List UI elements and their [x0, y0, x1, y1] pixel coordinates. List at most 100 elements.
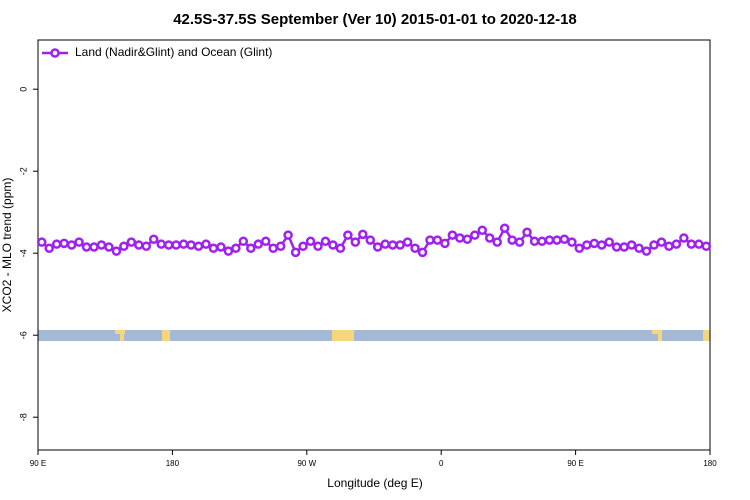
data-point — [36, 237, 47, 247]
data-point — [119, 241, 129, 251]
data-point — [51, 239, 62, 249]
chart-title: 42.5S-37.5S September (Ver 10) 2015-01-0… — [173, 11, 577, 28]
data-point — [507, 235, 517, 245]
legend-marker — [50, 48, 60, 58]
data-point — [499, 223, 510, 233]
data-point — [96, 240, 107, 250]
y-tick-label: -8 — [18, 413, 28, 421]
data-point — [537, 236, 547, 247]
data-point — [417, 247, 428, 258]
data-point — [148, 234, 159, 245]
data-point — [328, 240, 338, 250]
x-tick-label: 90 E — [567, 459, 583, 468]
data-point — [671, 239, 682, 249]
x-tick-label: 90 W — [297, 459, 316, 468]
data-point — [350, 237, 361, 247]
data-point — [596, 240, 607, 250]
data-point — [470, 230, 480, 240]
data-point — [74, 237, 84, 247]
x-tick-label: 180 — [703, 459, 717, 468]
data-point — [626, 240, 637, 250]
data-point — [126, 237, 137, 247]
data-point — [425, 235, 435, 245]
data-point — [387, 240, 398, 250]
data-point — [582, 240, 592, 250]
data-point — [208, 243, 219, 254]
data-point — [231, 243, 241, 254]
data-point — [492, 237, 502, 247]
data-point — [462, 234, 473, 245]
data-point — [477, 225, 488, 235]
x-tick-label: 90 E — [30, 459, 46, 468]
data-point — [275, 241, 286, 251]
data-point — [335, 243, 346, 254]
data-point — [59, 238, 69, 249]
data-point — [514, 237, 525, 247]
data-point — [111, 246, 122, 256]
data-point — [701, 241, 712, 251]
data-point — [432, 235, 443, 245]
y-tick-label: -6 — [18, 331, 28, 339]
data-point — [320, 236, 331, 247]
data-point — [686, 239, 697, 249]
data-point — [380, 239, 390, 249]
data-point — [589, 238, 600, 249]
data-point — [634, 243, 644, 254]
data-point — [246, 243, 256, 254]
data-point — [484, 233, 495, 243]
data-point — [604, 237, 614, 247]
data-point — [163, 240, 174, 250]
data-point — [104, 242, 114, 252]
data-point — [156, 239, 166, 249]
data-point — [649, 240, 659, 250]
data-point — [358, 229, 368, 240]
data-point — [193, 241, 204, 251]
data-point — [529, 236, 540, 247]
data-point — [552, 235, 562, 245]
y-tick-label: -4 — [18, 249, 28, 257]
data-point — [260, 236, 271, 247]
data-point — [298, 241, 308, 251]
data-point — [410, 243, 420, 254]
data-point — [186, 240, 196, 250]
data-point — [268, 243, 278, 254]
data-point — [522, 227, 532, 238]
legend-label: Land (Nadir&Glint) and Ocean (Glint) — [75, 45, 272, 59]
data-point — [216, 242, 226, 252]
data-point — [455, 233, 465, 243]
data-point — [290, 247, 301, 258]
data-point — [619, 242, 629, 252]
data-point — [44, 243, 54, 254]
x-tick-label: 0 — [439, 459, 444, 468]
y-tick-label: -2 — [18, 167, 28, 175]
data-point — [611, 242, 622, 252]
data-point — [134, 240, 144, 250]
data-point — [365, 235, 376, 245]
surface-mask — [38, 330, 710, 341]
x-axis-label: Longitude (deg E) — [327, 476, 422, 490]
data-point — [447, 230, 458, 240]
data-point — [223, 246, 234, 256]
data-point — [656, 237, 667, 247]
data-point — [141, 241, 152, 251]
data-point — [313, 241, 323, 251]
data-point — [544, 235, 555, 245]
data-point — [238, 236, 249, 247]
data-point — [66, 240, 77, 250]
data-point — [574, 243, 585, 254]
data-point — [664, 241, 674, 251]
x-tick-label: 180 — [166, 459, 180, 468]
data-point — [679, 233, 689, 243]
data-point — [253, 239, 264, 249]
y-axis-label: XCO2 - MLO trend (ppm) — [0, 178, 14, 313]
y-tick-label: 0 — [18, 87, 28, 92]
data-point — [641, 246, 652, 256]
data-point — [559, 234, 570, 245]
data-point — [694, 239, 704, 249]
data-point — [402, 237, 413, 247]
data-point — [440, 238, 450, 249]
data-point — [178, 239, 189, 249]
data-point — [201, 239, 211, 249]
data-point — [305, 236, 316, 247]
